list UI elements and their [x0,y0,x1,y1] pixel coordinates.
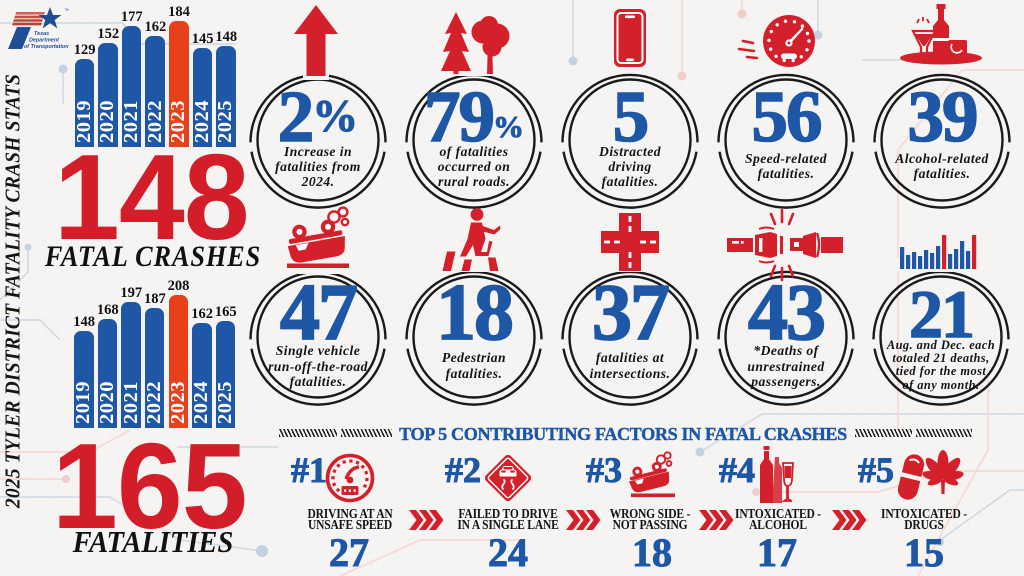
svg-text:Department: Department [29,38,59,44]
svg-text:™: ™ [64,8,69,14]
svg-text:Texas: Texas [34,31,49,37]
svg-text:of Transportation: of Transportation [24,44,69,50]
